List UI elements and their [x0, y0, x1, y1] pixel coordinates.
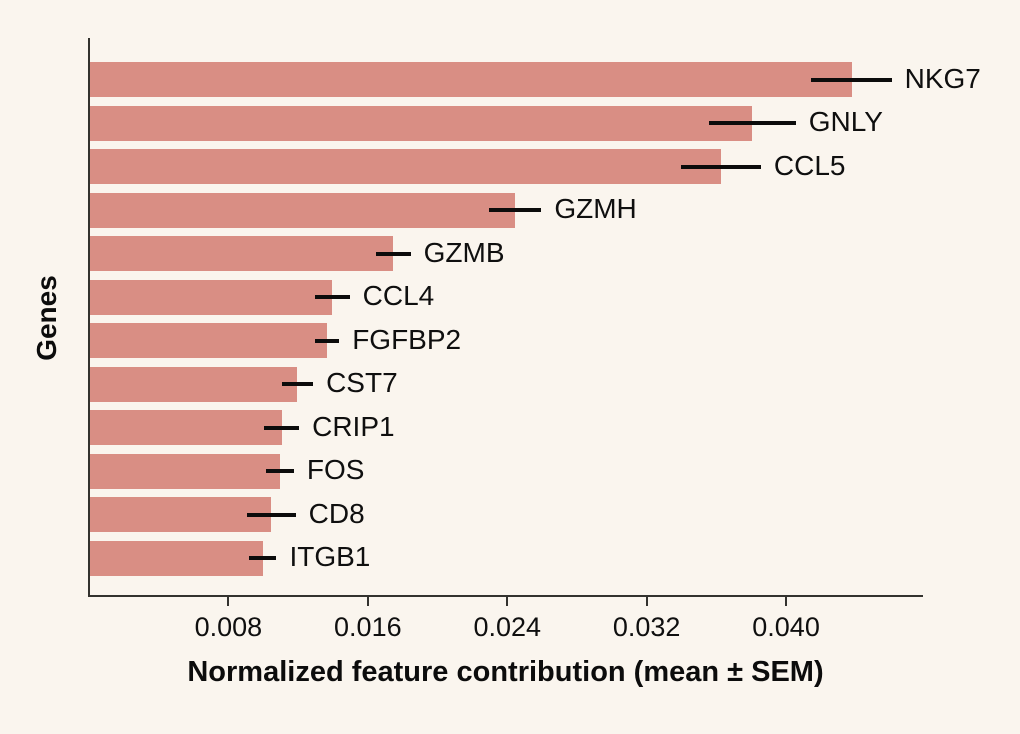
- bar-label: CRIP1: [312, 410, 395, 442]
- bar-label: FOS: [306, 454, 365, 486]
- bar-row: ITGB1: [90, 540, 923, 576]
- bar-row: GZMB: [90, 236, 923, 271]
- x-axis-tick: [506, 597, 509, 606]
- bar: [90, 410, 282, 445]
- error-bar: [314, 338, 340, 343]
- bar-row: CST7: [90, 366, 923, 402]
- x-tick-label: 0.008: [194, 612, 263, 642]
- bar-label: FGFBP2: [352, 323, 462, 355]
- bar-row: GZMH: [90, 192, 923, 228]
- y-axis-title: Genes: [31, 275, 62, 361]
- x-axis-tick: [227, 597, 230, 606]
- bar-row: CRIP1: [90, 410, 923, 445]
- bar-label: CCL5: [773, 149, 846, 181]
- bar-label: GNLY: [808, 106, 883, 138]
- bar-label: CD8: [308, 497, 365, 529]
- error-bar: [489, 208, 542, 212]
- error-bar: [246, 512, 296, 517]
- bar-row: FOS: [90, 453, 923, 489]
- error-bar: [281, 382, 314, 386]
- x-tick-label: 0.024: [473, 612, 542, 642]
- error-bar: [266, 469, 294, 473]
- bar-row: CCL5: [90, 149, 923, 184]
- bar-row: NKG7: [90, 62, 981, 97]
- bar: [90, 105, 753, 141]
- bar-label: CST7: [326, 367, 398, 399]
- bar: [90, 236, 394, 271]
- bar-label: NKG7: [904, 62, 981, 94]
- error-bar: [811, 77, 892, 82]
- x-axis-tick: [785, 597, 788, 606]
- error-bar: [375, 251, 411, 256]
- error-bar: [248, 556, 277, 560]
- error-bar: [264, 425, 300, 430]
- bar-label: CCL4: [362, 280, 435, 312]
- error-bar: [680, 164, 761, 169]
- bar-row: CD8: [90, 497, 923, 532]
- bar: [90, 497, 272, 532]
- bar: [90, 192, 516, 228]
- bar: [90, 540, 263, 576]
- plot-area: NKG7 GNLY CCL5 GZMH GZMB CCL4 FGFBP2 CST7 CRIP1 F…: [88, 38, 981, 597]
- bar-label: GZMH: [554, 193, 637, 225]
- bar: [90, 323, 327, 358]
- bar: [90, 62, 852, 97]
- bar: [90, 279, 333, 315]
- x-tick-label: 0.032: [612, 612, 681, 642]
- x-axis-tick: [366, 597, 369, 606]
- bar: [90, 453, 280, 489]
- bar: [90, 366, 298, 402]
- x-tick-label: 0.040: [752, 612, 820, 642]
- error-bar: [314, 295, 350, 299]
- bar-row: GNLY: [90, 105, 923, 141]
- bar-row: CCL4: [90, 279, 923, 315]
- error-bar: [708, 121, 796, 125]
- bar: [90, 149, 721, 184]
- bar-label: ITGB1: [289, 541, 371, 573]
- x-axis-tick: [645, 597, 648, 606]
- bar-row: FGFBP2: [90, 323, 923, 358]
- x-tick-label: 0.016: [334, 612, 402, 642]
- bar-label: GZMB: [423, 236, 505, 268]
- x-axis-title: Normalized feature contribution (mean ± …: [187, 656, 824, 688]
